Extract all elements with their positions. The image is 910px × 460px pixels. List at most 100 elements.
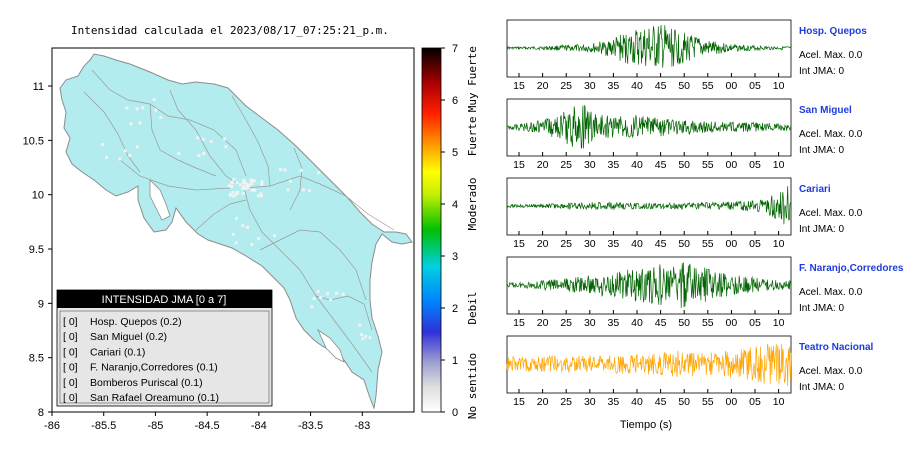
town-marker bbox=[241, 224, 245, 228]
road bbox=[119, 159, 231, 191]
map-x-tick-label: -85.5 bbox=[91, 420, 116, 432]
colorbar-tick-label: 3 bbox=[452, 251, 458, 263]
colorbar-tick-label: 4 bbox=[452, 199, 458, 211]
waveform-panel: 15 20 25 30 35 40 45 50 55 00 05 10 Cariari Acel. Max… bbox=[506, 177, 863, 250]
waveform-x-tick-label: 15 bbox=[513, 317, 525, 329]
station-max-accel: Acel. Max. 0.0 bbox=[799, 208, 863, 219]
waveform-x-tick-label: 10 bbox=[773, 238, 785, 250]
map-x-tick-label: -86 bbox=[44, 420, 60, 432]
town-marker bbox=[129, 122, 133, 126]
map-y-tick-label: 11 bbox=[33, 81, 44, 93]
waveform-x-tick-label: 25 bbox=[560, 238, 572, 250]
station-jma-intensity: Int JMA: 0 bbox=[799, 382, 844, 393]
town-marker bbox=[152, 98, 156, 102]
waveform-panel: 15 20 25 30 35 40 45 50 55 00 05 10 San Miguel Acel. … bbox=[506, 98, 863, 171]
town-marker bbox=[250, 188, 254, 192]
town-marker bbox=[308, 189, 312, 193]
town-marker bbox=[232, 177, 236, 181]
road bbox=[169, 89, 245, 189]
waveform-x-tick-label: 25 bbox=[560, 396, 572, 408]
waveform-x-tick-label: 00 bbox=[726, 238, 738, 250]
station-name: Teatro Nacional bbox=[799, 342, 873, 353]
waveform-x-tick-label: 50 bbox=[678, 317, 690, 329]
waveform-x-tick-label: 30 bbox=[584, 396, 596, 408]
waveform-trace bbox=[506, 24, 792, 68]
waveform-x-tick-label: 30 bbox=[584, 238, 596, 250]
town-marker bbox=[138, 121, 142, 125]
map-y-tick-label: 9.5 bbox=[29, 244, 44, 256]
road bbox=[231, 95, 271, 187]
town-marker bbox=[232, 194, 236, 198]
country-landmass bbox=[59, 53, 413, 410]
station-max-accel: Acel. Max. 0.0 bbox=[799, 129, 863, 140]
waveform-x-tick-label: 35 bbox=[608, 159, 620, 171]
legend-item-level: [ 0] bbox=[63, 331, 78, 343]
waveform-x-tick-label: 40 bbox=[631, 159, 643, 171]
waveform-x-tick-label: 40 bbox=[631, 317, 643, 329]
station-jma-intensity: Int JMA: 0 bbox=[799, 145, 844, 156]
town-marker bbox=[123, 149, 127, 153]
town-marker bbox=[246, 185, 250, 189]
town-marker bbox=[260, 182, 264, 186]
town-marker bbox=[252, 188, 256, 192]
town-markers bbox=[100, 98, 372, 341]
legend-item-name: Bomberos Puriscal (0.1) bbox=[90, 377, 203, 389]
town-marker bbox=[209, 139, 213, 143]
town-marker bbox=[128, 153, 132, 157]
town-marker bbox=[288, 179, 292, 183]
legend-item-level: [ 0] bbox=[63, 377, 78, 389]
waveform-x-tick-label: 50 bbox=[678, 238, 690, 250]
waveform-x-tick-label: 40 bbox=[631, 80, 643, 92]
waveform-x-tick-label: 05 bbox=[749, 159, 761, 171]
town-marker bbox=[364, 334, 368, 338]
waveform-x-tick-label: 50 bbox=[678, 159, 690, 171]
waveform-x-tick-label: 35 bbox=[608, 238, 620, 250]
town-marker bbox=[228, 193, 232, 197]
legend-title-bar bbox=[57, 290, 272, 308]
road bbox=[243, 187, 373, 373]
town-marker bbox=[286, 188, 290, 192]
town-marker bbox=[341, 292, 345, 296]
town-marker bbox=[334, 291, 338, 295]
town-marker bbox=[312, 297, 316, 301]
waveform-x-tick-label: 50 bbox=[678, 396, 690, 408]
town-marker bbox=[242, 184, 246, 188]
town-marker bbox=[135, 107, 139, 111]
town-marker bbox=[100, 143, 104, 147]
town-marker bbox=[202, 152, 206, 156]
town-marker bbox=[279, 168, 283, 172]
town-marker bbox=[227, 184, 231, 188]
waveform-x-tick-label: 00 bbox=[726, 159, 738, 171]
town-marker bbox=[319, 295, 323, 299]
map-y-tick-label: 8 bbox=[38, 407, 44, 419]
waveform-frame bbox=[506, 177, 792, 236]
colorbar-category-label: Moderado bbox=[466, 178, 479, 231]
waveform-x-tick-label: 15 bbox=[513, 159, 525, 171]
town-marker bbox=[301, 188, 305, 192]
waveform-x-tick-label: 20 bbox=[537, 159, 549, 171]
town-marker bbox=[361, 337, 365, 341]
road bbox=[83, 91, 141, 173]
waveform-x-tick-label: 05 bbox=[749, 396, 761, 408]
golfo-dulce bbox=[317, 328, 345, 363]
waveform-x-tick-label: 25 bbox=[560, 317, 572, 329]
town-marker bbox=[326, 292, 330, 296]
station-name: Cariari bbox=[799, 184, 831, 195]
waveform-x-tick-label: 20 bbox=[537, 80, 549, 92]
colorbar-tick-label: 7 bbox=[452, 43, 458, 55]
waveform-x-tick-label: 10 bbox=[773, 159, 785, 171]
town-marker bbox=[259, 192, 263, 196]
map-x-tick-label: -84.5 bbox=[195, 420, 220, 432]
station-name: San Miguel bbox=[799, 105, 852, 116]
waveform-x-tick-label: 15 bbox=[513, 80, 525, 92]
town-marker bbox=[234, 241, 238, 245]
map-y-tick-label: 8.5 bbox=[29, 353, 44, 365]
waveform-x-tick-label: 20 bbox=[537, 238, 549, 250]
colorbar-category-label: No sentido bbox=[466, 353, 479, 419]
waveform-x-tick-label: 45 bbox=[655, 317, 667, 329]
town-marker bbox=[283, 168, 287, 172]
gulf-of-nicoya bbox=[149, 179, 171, 221]
road bbox=[195, 199, 247, 231]
legend-item-level: [ 0] bbox=[63, 316, 78, 328]
town-marker bbox=[201, 137, 205, 141]
